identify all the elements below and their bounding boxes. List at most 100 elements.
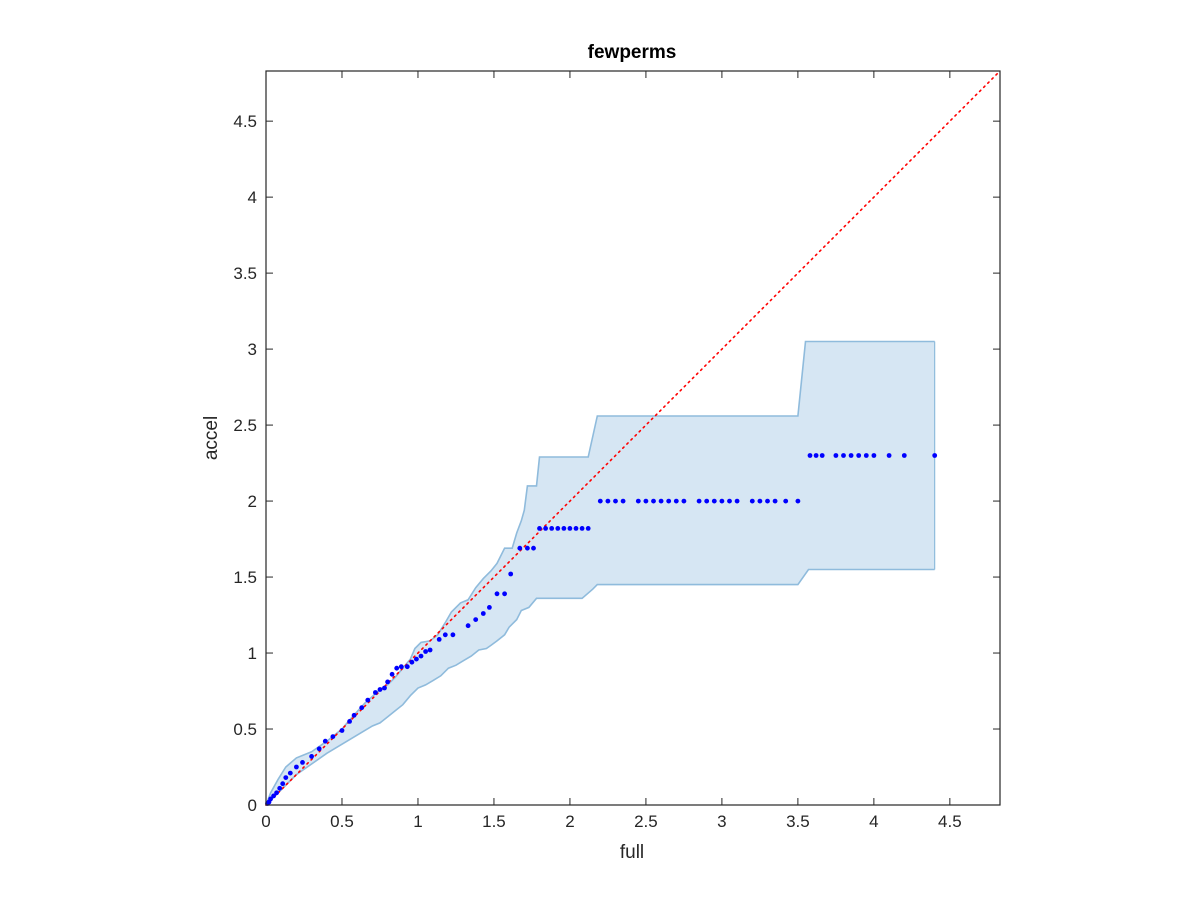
data-point	[385, 679, 390, 685]
data-point	[316, 746, 322, 752]
diagonal-reference-line	[265, 70, 1001, 806]
data-point	[280, 781, 286, 787]
y-tick-label: 0.5	[233, 720, 257, 739]
data-point	[322, 738, 328, 744]
data-point	[573, 526, 579, 531]
band-fill	[266, 341, 935, 805]
data-point	[525, 545, 530, 551]
data-point	[309, 754, 314, 759]
axes-box	[265, 70, 1001, 806]
data-point	[848, 453, 854, 458]
data-point	[813, 453, 819, 458]
data-point	[749, 498, 755, 504]
data-point	[727, 498, 732, 504]
data-point	[394, 665, 400, 671]
x-tick-label: 3	[717, 812, 726, 831]
data-point	[389, 671, 395, 677]
y-tick-label: 2.5	[233, 416, 257, 435]
data-point	[508, 571, 514, 577]
data-point	[932, 453, 938, 458]
data-point	[294, 764, 299, 770]
y-tick-label: 2	[248, 492, 257, 511]
y-tick-label: 3.5	[233, 264, 257, 283]
axes: 0 0.5 1 1.5 2 2.5 3 3.5 4 4.5 0 0.5 1 1.5 2 2.5 3 3.5 4 4.5	[233, 70, 1001, 831]
data-point	[795, 498, 801, 504]
data-point	[517, 545, 523, 551]
x-tick-label: 4	[869, 812, 878, 831]
data-point	[351, 712, 357, 718]
data-point	[365, 697, 371, 703]
data-point	[666, 498, 672, 504]
data-point	[427, 647, 433, 653]
x-tick-label: 2	[565, 812, 574, 831]
chart-title: fewperms	[588, 42, 677, 63]
data-point	[597, 498, 603, 504]
data-point	[567, 526, 573, 531]
data-point	[300, 760, 305, 765]
data-point	[330, 734, 336, 739]
data-point	[620, 498, 626, 504]
data-point	[465, 623, 471, 629]
data-point	[783, 498, 789, 504]
data-point	[274, 790, 279, 796]
data-point	[398, 664, 404, 670]
x-tick-label: 3.5	[786, 812, 810, 831]
data-marks	[265, 70, 1001, 806]
data-point	[681, 498, 687, 504]
y-tick-label: 1	[248, 644, 257, 663]
data-point	[271, 793, 276, 799]
data-point	[502, 591, 507, 597]
data-point	[704, 498, 710, 504]
data-point	[819, 453, 825, 458]
data-point	[549, 526, 555, 531]
data-point	[651, 498, 656, 504]
y-tick-label: 1.5	[233, 568, 257, 587]
data-point	[696, 498, 702, 504]
data-point	[436, 637, 442, 642]
data-point	[856, 453, 862, 458]
data-point	[765, 498, 770, 504]
data-point	[494, 591, 500, 597]
data-point	[268, 796, 273, 802]
x-tick-label: 1	[413, 812, 422, 831]
y-tick-label: 4.5	[233, 112, 257, 131]
x-tick-label: 4.5	[938, 812, 962, 831]
data-point	[613, 498, 618, 504]
data-point	[409, 659, 415, 665]
data-point	[643, 498, 649, 504]
data-point	[543, 526, 548, 531]
data-point	[423, 649, 428, 654]
x-tick-label: 0	[261, 812, 270, 831]
data-point	[901, 453, 907, 458]
data-point	[359, 705, 365, 711]
y-axis-label: accel	[201, 416, 222, 460]
data-point	[585, 526, 591, 531]
data-point	[347, 719, 352, 724]
data-point	[561, 526, 567, 531]
data-point	[339, 728, 345, 733]
x-tick-label: 2.5	[634, 812, 658, 831]
data-point	[537, 526, 542, 531]
data-point	[287, 770, 293, 776]
y-tick-label: 4	[248, 188, 257, 207]
x-tick-label: 0.5	[330, 812, 354, 831]
data-point	[473, 617, 479, 622]
data-point	[719, 498, 725, 504]
data-point	[555, 526, 561, 531]
data-point	[757, 498, 763, 504]
data-point	[863, 453, 869, 458]
data-point	[283, 775, 289, 780]
x-axis-label: full	[620, 842, 644, 863]
y-tick-label: 0	[248, 796, 257, 815]
data-point	[673, 498, 679, 504]
x-tick-label: 1.5	[482, 812, 506, 831]
data-point	[605, 498, 611, 504]
data-point	[579, 526, 585, 531]
data-point	[442, 632, 448, 638]
data-point	[833, 453, 839, 458]
data-point	[277, 785, 283, 791]
data-point	[377, 687, 383, 692]
data-point	[886, 453, 892, 458]
data-point	[658, 498, 664, 504]
